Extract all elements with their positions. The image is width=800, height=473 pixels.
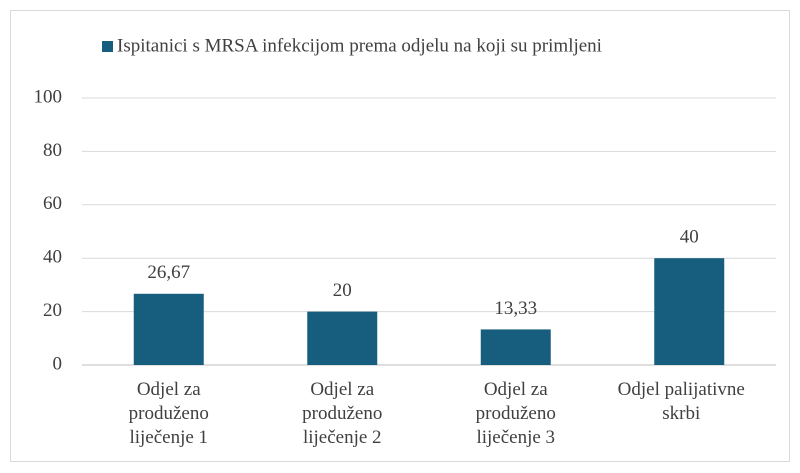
data-label: 26,67 (147, 262, 190, 283)
data-label: 40 (680, 227, 699, 248)
data-label: 20 (333, 280, 352, 301)
y-tick-label: 60 (43, 193, 62, 214)
y-tick-label: 100 (34, 86, 63, 107)
legend-swatch (102, 41, 113, 52)
bar (307, 311, 378, 365)
bar (654, 258, 725, 365)
x-tick-label: Odjel palijativne skrbi (617, 379, 745, 424)
chart-frame (10, 10, 790, 462)
x-tick-label: Odjel za produženo liječenje 3 (475, 379, 556, 448)
bar (480, 329, 551, 365)
bar (133, 293, 204, 365)
y-tick-label: 20 (43, 300, 62, 321)
y-tick-label: 40 (43, 247, 62, 268)
data-label: 13,33 (494, 298, 537, 319)
y-tick-label: 80 (43, 140, 62, 161)
y-tick-label: 0 (53, 353, 63, 374)
x-tick-label: Odjel za produženo liječenje 1 (128, 379, 209, 448)
x-tick-label: Odjel za produženo liječenje 2 (302, 379, 383, 448)
legend-label: Ispitanici s MRSA infekcijom prema odjel… (117, 35, 602, 56)
